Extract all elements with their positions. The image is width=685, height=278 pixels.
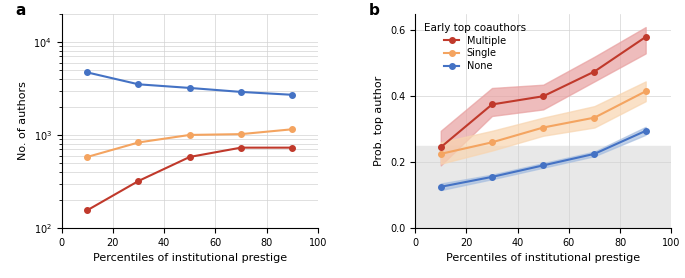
Bar bbox=[415, 146, 671, 228]
Text: a: a bbox=[16, 3, 26, 18]
Legend: Multiple, Single, None: Multiple, Single, None bbox=[420, 19, 530, 75]
X-axis label: Percentiles of institutional prestige: Percentiles of institutional prestige bbox=[446, 253, 640, 263]
Text: b: b bbox=[369, 3, 380, 18]
Y-axis label: Prob. top author: Prob. top author bbox=[375, 76, 384, 166]
Y-axis label: No. of authors: No. of authors bbox=[18, 81, 28, 160]
X-axis label: Percentiles of institutional prestige: Percentiles of institutional prestige bbox=[92, 253, 287, 263]
